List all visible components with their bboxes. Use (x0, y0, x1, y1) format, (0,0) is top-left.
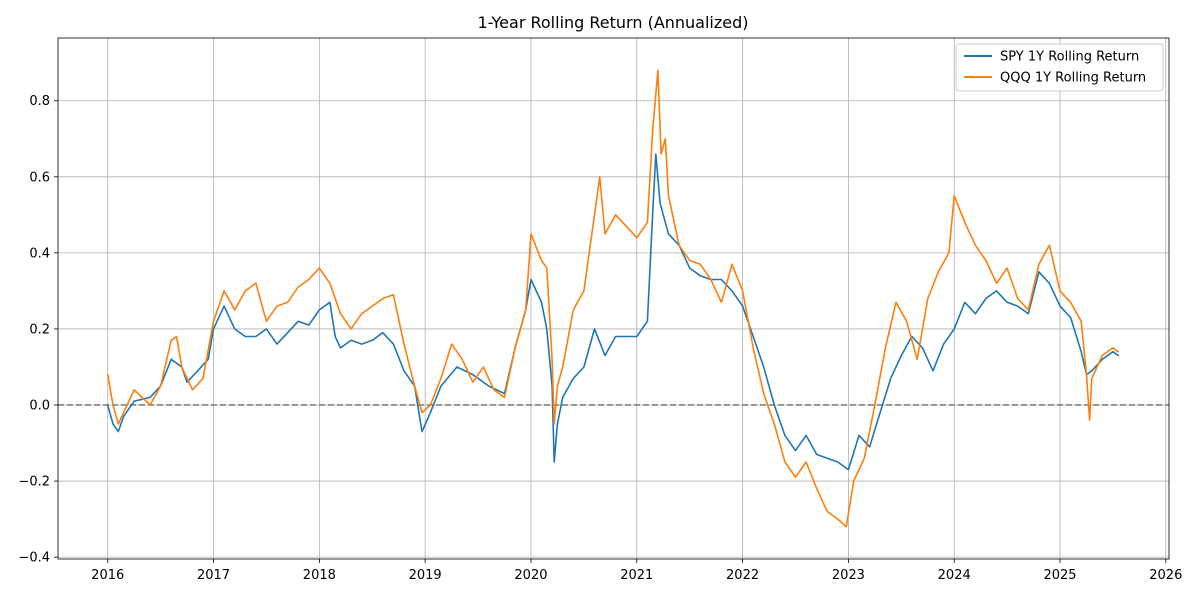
y-tick-label: 0.8 (29, 94, 50, 109)
legend-label-qqq: QQQ 1Y Rolling Return (1000, 71, 1146, 86)
series-line-qqq (106, 69, 1119, 528)
chart-title: 1-Year Rolling Return (Annualized) (477, 13, 748, 32)
x-tick-label: 2020 (514, 568, 547, 583)
x-axis-ticks: 2016 2017 2018 2019 2020 2021 2022 2023 2024 2025… (91, 559, 1182, 583)
x-tick-label: 2025 (1043, 568, 1076, 583)
x-tick-label: 2018 (303, 568, 336, 583)
y-tick-label: 0.0 (29, 398, 50, 413)
x-tick-label: 2019 (409, 568, 442, 583)
x-tick-label: 2016 (91, 568, 124, 583)
series-line-spy (106, 153, 1119, 471)
y-axis-ticks: −0.4 −0.2 0.0 0.2 0.4 0.6 0.8 (18, 94, 58, 566)
x-tick-label: 2026 (1149, 568, 1182, 583)
x-tick-label: 2023 (832, 568, 865, 583)
legend: SPY 1Y Rolling Return QQQ 1Y Rolling Ret… (955, 43, 1164, 92)
x-tick-label: 2021 (620, 568, 653, 583)
series-lines (106, 69, 1119, 528)
legend-box (955, 43, 1164, 92)
y-tick-label: −0.4 (18, 551, 50, 566)
plot-frame (57, 37, 1170, 560)
y-tick-label: −0.2 (18, 475, 50, 490)
x-tick-label: 2024 (938, 568, 971, 583)
y-tick-label: 0.6 (29, 170, 50, 185)
x-tick-label: 2022 (726, 568, 759, 583)
grid (58, 38, 1169, 559)
x-tick-label: 2017 (197, 568, 230, 583)
y-tick-label: 0.4 (29, 246, 50, 261)
y-tick-label: 0.2 (29, 322, 50, 337)
legend-label-spy: SPY 1Y Rolling Return (1000, 50, 1139, 65)
